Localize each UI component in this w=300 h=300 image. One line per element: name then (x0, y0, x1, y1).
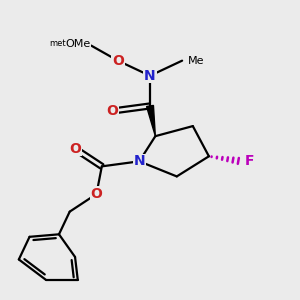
Text: O: O (69, 142, 81, 156)
Text: N: N (144, 69, 156, 83)
Text: N: N (134, 154, 145, 168)
Text: O: O (106, 104, 119, 118)
Text: O: O (91, 187, 102, 201)
Text: O: O (112, 54, 124, 68)
Text: F: F (245, 154, 254, 168)
Polygon shape (147, 105, 155, 136)
Text: Me: Me (188, 56, 204, 66)
Text: methoxy: methoxy (49, 38, 86, 47)
Text: OMe: OMe (66, 39, 91, 49)
